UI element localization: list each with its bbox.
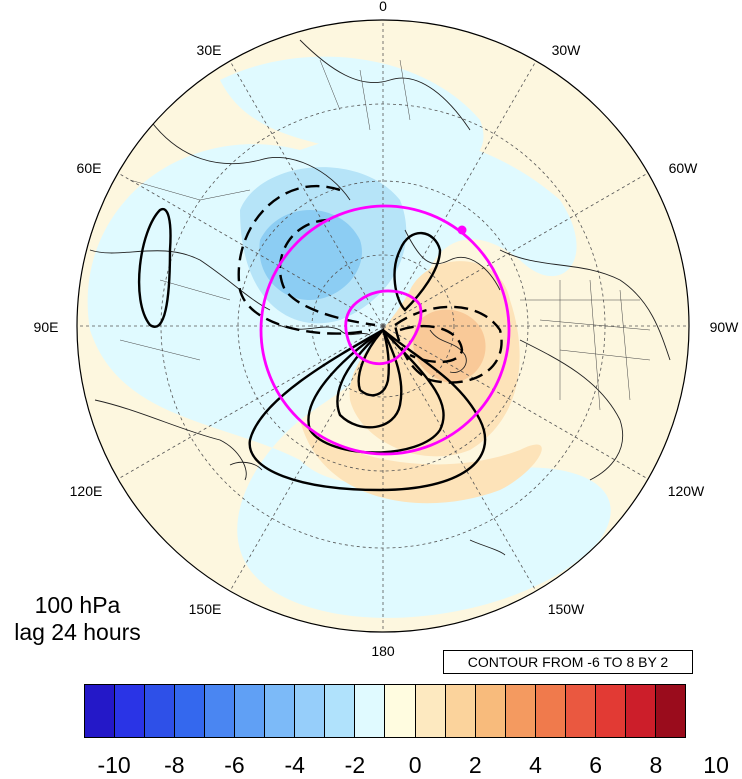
colorbar-label: -2	[344, 752, 366, 778]
lon-label-180: 180	[371, 643, 395, 659]
negative-anomaly-wide	[87, 134, 611, 618]
lon-label-120e: 120E	[70, 483, 103, 499]
colorbar-labels: -10 -8 -6 -4 -2 0 2 4 6 8 10	[84, 752, 728, 778]
colorbar-cell	[595, 685, 626, 737]
lon-label-30e: 30E	[197, 42, 222, 58]
colorbar-cell	[535, 685, 566, 737]
magenta-circle-inner	[344, 289, 423, 365]
magenta-circle-outer	[259, 204, 511, 456]
colorbar-cell	[445, 685, 476, 737]
colorbar-label: 6	[589, 752, 603, 778]
positive-anomaly-core	[412, 309, 486, 383]
borders	[119, 59, 651, 411]
colorbar-cell	[475, 685, 506, 737]
positive-contour-large	[248, 328, 487, 492]
negative-contour-east-inner	[399, 324, 464, 364]
colorbar-label: 4	[529, 752, 542, 778]
positive-anomaly-south	[300, 420, 542, 504]
contour-interval-note: CONTOUR FROM -6 TO 8 BY 2	[443, 650, 693, 674]
positive-contour-inner	[336, 328, 403, 429]
colorbar-cell	[205, 685, 236, 737]
lon-label-0: 0	[379, 0, 387, 14]
colorbar-cell	[655, 685, 685, 737]
negative-anomaly-upper	[220, 56, 484, 170]
colorbar-cell	[85, 685, 116, 737]
negative-contour-outer	[237, 184, 371, 335]
colorbar-cell	[265, 685, 296, 737]
colorbar-cell	[565, 685, 596, 737]
colorbar-cell	[355, 685, 386, 737]
magenta-contours	[259, 204, 511, 456]
magenta-marker	[457, 225, 467, 235]
lon-label-90e: 90E	[34, 319, 59, 335]
negative-contour-inner	[278, 218, 376, 327]
positive-contour-north	[393, 231, 442, 312]
colorbar-cell	[175, 685, 206, 737]
colorbar-label: 2	[468, 752, 482, 778]
lon-label-150w: 150W	[548, 601, 585, 617]
colorbar-cell	[415, 685, 446, 737]
lon-label-60w: 60W	[669, 160, 699, 176]
colorbar-label: -6	[224, 752, 245, 778]
lon-label-90w: 90W	[710, 319, 740, 335]
colorbar-cell	[325, 685, 356, 737]
colorbar-cell	[295, 685, 326, 737]
map-boundary	[76, 19, 690, 633]
colorbar-label: -10	[97, 752, 131, 778]
lon-label-60e: 60E	[77, 160, 102, 176]
caption-lag: lag 24 hours	[14, 619, 141, 645]
colorbar-cell	[505, 685, 536, 737]
colorbar-cell	[115, 685, 146, 737]
coastlines	[89, 39, 671, 556]
lon-label-30w: 30W	[552, 42, 582, 58]
lon-label-150e: 150E	[189, 601, 222, 617]
positive-contour-west	[137, 207, 172, 328]
negative-anomaly-inner	[259, 210, 362, 300]
colorbar-label: 0	[408, 752, 422, 778]
negative-contours	[237, 184, 503, 384]
colorbar-label: 8	[649, 752, 663, 778]
caption-level: 100 hPa	[34, 592, 121, 618]
colorbar-cell	[235, 685, 266, 737]
plot-caption: 100 hPa lag 24 hours	[0, 592, 155, 646]
colorbar	[84, 684, 686, 738]
colorbar-cell	[145, 685, 176, 737]
negative-contour-east	[393, 305, 503, 384]
colorbar-label: -4	[284, 752, 305, 778]
lon-label-120w: 120W	[668, 483, 705, 499]
colorbar-cell	[625, 685, 656, 737]
colorbar-label: -8	[164, 752, 185, 778]
colorbar-cell	[385, 685, 416, 737]
colorbar-label: 10	[703, 752, 729, 778]
